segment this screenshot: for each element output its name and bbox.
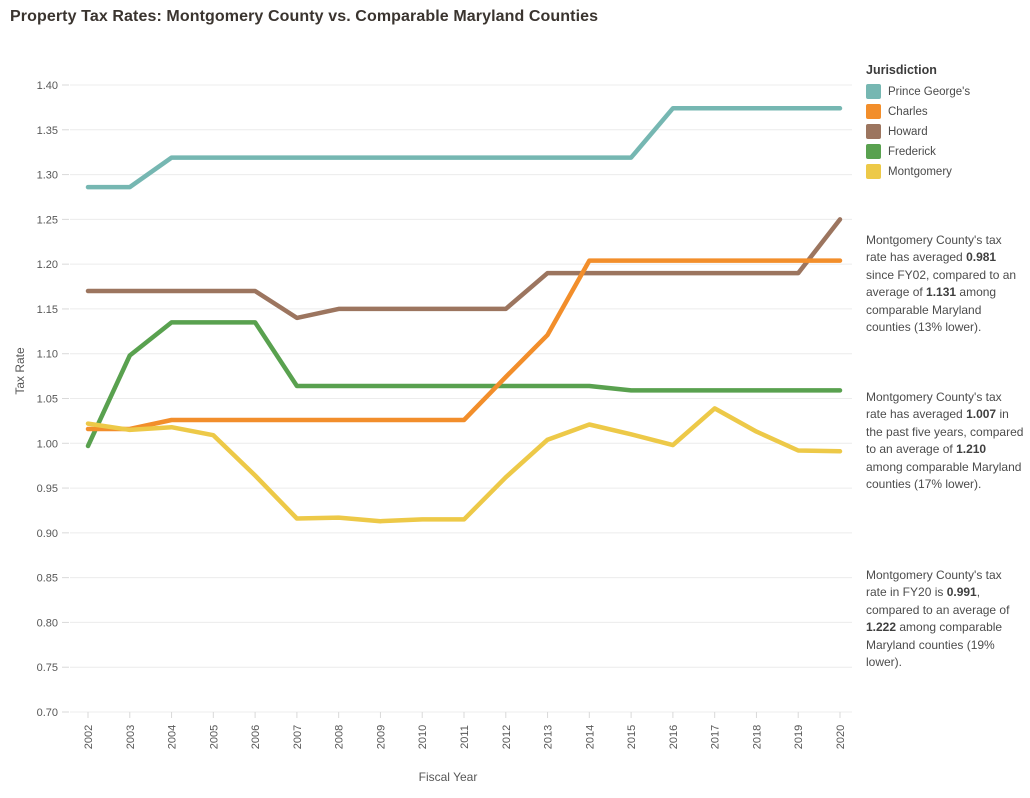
y-tick-label: 0.75 xyxy=(37,662,58,674)
y-tick-label: 1.15 xyxy=(37,304,58,316)
x-tick-label: 2019 xyxy=(793,725,805,749)
y-axis-title: Tax Rate xyxy=(13,347,27,395)
annotation-text-2: Montgomery County's tax rate has average… xyxy=(866,390,1024,492)
legend-items: Prince George's Charles Howard Frederick Mon… xyxy=(866,84,1026,179)
x-tick-label: 2015 xyxy=(626,725,638,749)
annotation-text-1: Montgomery County's tax rate has average… xyxy=(866,233,1017,335)
legend: Jurisdiction Prince George's Charles Howar… xyxy=(866,63,1026,184)
x-tick-label: 2017 xyxy=(710,725,722,749)
y-tick-label: 1.35 xyxy=(37,125,58,137)
y-tick-label: 1.25 xyxy=(37,214,58,226)
series-line-howard[interactable] xyxy=(85,217,843,321)
x-tick-label: 2004 xyxy=(167,725,179,749)
legend-swatch xyxy=(866,164,881,179)
legend-item-montgomery[interactable]: Montgomery xyxy=(866,164,1026,179)
legend-swatch xyxy=(866,144,881,159)
legend-item-label: Frederick xyxy=(888,145,936,158)
x-tick-label: 2002 xyxy=(83,725,95,749)
annotation-text-3: Montgomery County's tax rate in FY20 is … xyxy=(866,568,1010,670)
legend-swatch xyxy=(866,84,881,99)
y-tick-label: 0.80 xyxy=(37,617,58,629)
y-tick-label: 1.10 xyxy=(37,349,58,361)
series-line-charles[interactable] xyxy=(85,258,843,432)
legend-item-label: Montgomery xyxy=(888,165,952,178)
x-tick-label: 2003 xyxy=(125,725,137,749)
x-tick-label: 2011 xyxy=(459,725,471,749)
x-tick-label: 2020 xyxy=(835,725,847,749)
legend-item-prince-george-s[interactable]: Prince George's xyxy=(866,84,1026,99)
legend-swatch xyxy=(866,104,881,119)
x-tick-label: 2009 xyxy=(375,725,387,749)
y-tick-label: 0.85 xyxy=(37,573,58,585)
series-line-montgomery[interactable] xyxy=(85,406,843,524)
legend-swatch xyxy=(866,124,881,139)
chart-title: Property Tax Rates: Montgomery County vs… xyxy=(10,8,599,25)
y-tick-label: 1.00 xyxy=(37,438,58,450)
y-tick-label: 1.30 xyxy=(37,170,58,182)
legend-item-howard[interactable]: Howard xyxy=(866,124,1026,139)
y-tick-label: 1.05 xyxy=(37,394,58,406)
x-tick-label: 2013 xyxy=(543,725,555,749)
x-tick-label: 2018 xyxy=(751,725,763,749)
legend-item-label: Charles xyxy=(888,105,928,118)
x-tick-label: 2014 xyxy=(584,725,596,749)
x-tick-label: 2008 xyxy=(334,725,346,749)
x-tick-label: 2012 xyxy=(501,725,513,749)
y-tick-label: 1.40 xyxy=(37,80,58,92)
legend-title: Jurisdiction xyxy=(866,63,937,77)
y-tick-label: 0.95 xyxy=(37,483,58,495)
y-tick-label: 0.70 xyxy=(37,707,58,719)
x-tick-label: 2005 xyxy=(208,725,220,749)
legend-item-frederick[interactable]: Frederick xyxy=(866,144,1026,159)
x-axis-title: Fiscal Year xyxy=(419,770,478,784)
y-tick-label: 1.20 xyxy=(37,259,58,271)
legend-item-label: Prince George's xyxy=(888,85,971,98)
series-line-prince-george-s[interactable] xyxy=(85,106,843,190)
legend-item-charles[interactable]: Charles xyxy=(866,104,1026,119)
x-tick-label: 2007 xyxy=(292,725,304,749)
x-tick-label: 2016 xyxy=(668,725,680,749)
legend-item-label: Howard xyxy=(888,125,928,138)
y-tick-label: 0.90 xyxy=(37,528,58,540)
x-tick-label: 2006 xyxy=(250,725,262,749)
x-tick-label: 2010 xyxy=(417,725,429,749)
series-line-frederick[interactable] xyxy=(85,320,843,449)
